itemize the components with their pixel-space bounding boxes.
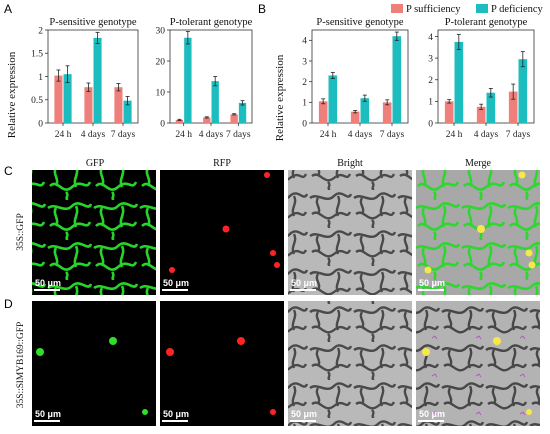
chart-b-sensitive: P-sensitive genotype 0 1 2 3 4 24 h 4 days 7 day… <box>302 17 409 140</box>
panel-label-d: D <box>4 297 13 311</box>
y-tick-label: 20 <box>156 57 166 67</box>
bar <box>203 117 211 123</box>
y-tick-label: 0 <box>302 119 307 129</box>
y-tick-label: 1 <box>302 99 307 109</box>
y-axis-label-b: Relative expression <box>274 54 286 141</box>
y-tick-label: 0 <box>428 119 433 129</box>
image-d-rfp: 50 μm <box>160 301 284 426</box>
bar <box>382 102 392 123</box>
chart-title: P-tolerant genotype <box>445 17 528 28</box>
bar <box>328 75 338 123</box>
scale-bar-label: 50 μm <box>291 409 317 419</box>
image-title-rfp: RFP <box>213 158 231 169</box>
y-tick-label: 10 <box>156 88 166 98</box>
bar <box>486 92 496 123</box>
bar <box>93 37 102 123</box>
bar <box>84 87 93 123</box>
chart-title: P-sensitive genotype <box>49 17 137 28</box>
chart-a-tolerant: P-tolerant genotype 0 10 20 30 24 h 4 days 7 da… <box>156 17 253 140</box>
y-tick-label: 3 <box>428 54 433 64</box>
y-tick-label: 1 <box>38 73 43 83</box>
bar <box>211 81 219 123</box>
row-label-d: 35S::SlMYB169::GFP <box>16 322 26 409</box>
y-tick-label: 3 <box>302 57 307 67</box>
legend-swatch-sufficiency <box>391 4 403 13</box>
scale-bar-label: 50 μm <box>163 278 189 288</box>
bar <box>114 87 123 123</box>
chart-a-sensitive: P-sensitive genotype 0 0.5 1 1.5 2 24 h 4 days 7… <box>31 17 139 140</box>
x-tick-label: 7 days <box>506 130 531 140</box>
y-tick-label: 1 <box>428 98 433 108</box>
scale-bar-label: 50 μm <box>419 278 445 288</box>
y-tick-label: 2 <box>38 26 43 36</box>
scale-bar-label: 50 μm <box>163 409 189 419</box>
bar <box>392 36 402 124</box>
chart-title: P-sensitive genotype <box>316 17 404 28</box>
x-tick-label: 24 h <box>320 130 337 140</box>
image-d-bright: 50 μm <box>288 301 412 426</box>
image-c-rfp: 50 μm <box>160 170 284 295</box>
y-tick-label: 0.5 <box>31 96 43 106</box>
image-title-bright: Bright <box>337 158 363 169</box>
bar <box>444 101 454 123</box>
bar <box>123 100 132 123</box>
bar <box>238 102 247 123</box>
panel-label-c: C <box>4 164 13 178</box>
x-tick-label: 7 days <box>111 130 136 140</box>
panel-label-a: A <box>4 2 12 16</box>
y-tick-label: 4 <box>302 37 307 47</box>
row-label-c: 35S::GFP <box>16 213 26 251</box>
image-c-gfp: 50 μm <box>32 170 156 295</box>
bar <box>63 74 72 123</box>
y-tick-label: 0 <box>160 119 165 129</box>
x-tick-label: 7 days <box>380 130 405 140</box>
y-tick-label: 2 <box>428 76 433 86</box>
legend-label-deficiency: P deficiency <box>491 4 544 15</box>
bar <box>508 91 518 123</box>
x-tick-label: 4 days <box>81 130 106 140</box>
image-c-bright: 50 μm <box>288 170 412 295</box>
x-tick-label: 24 h <box>446 130 463 140</box>
y-axis-label-a: Relative expression <box>6 51 18 138</box>
bar <box>230 114 238 123</box>
bar <box>54 75 63 123</box>
x-tick-label: 24 h <box>175 130 192 140</box>
x-tick-label: 4 days <box>348 130 373 140</box>
bar <box>318 101 328 123</box>
bar <box>184 37 192 123</box>
x-tick-label: 24 h <box>55 130 72 140</box>
bar <box>518 59 528 123</box>
chart-b-tolerant: P-tolerant genotype 0 1 2 3 4 24 h 4 days 7 days <box>428 17 535 140</box>
bar <box>350 111 360 123</box>
image-d-merge: 50 μm <box>416 301 540 426</box>
bar <box>454 41 464 123</box>
image-title-gfp: GFP <box>86 158 105 169</box>
y-tick-label: 1.5 <box>31 50 43 60</box>
bar <box>175 119 184 123</box>
x-tick-label: 4 days <box>199 130 224 140</box>
y-tick-label: 4 <box>428 33 433 43</box>
legend-swatch-deficiency <box>476 4 488 13</box>
y-tick-label: 2 <box>302 78 307 88</box>
bar <box>476 106 486 123</box>
bar <box>360 98 370 123</box>
scale-bar-label: 50 μm <box>35 278 61 288</box>
image-d-gfp: 50 μm <box>32 301 156 426</box>
legend-label-sufficiency: P sufficiency <box>406 4 461 15</box>
x-tick-label: 4 days <box>474 130 499 140</box>
scale-bar-label: 50 μm <box>35 409 61 419</box>
chart-title: P-tolerant genotype <box>170 17 253 28</box>
legend: P sufficiency P deficiency <box>391 4 544 15</box>
image-c-merge: 50 μm <box>416 170 540 295</box>
y-tick-label: 0 <box>38 119 43 129</box>
scale-bar-label: 50 μm <box>291 278 317 288</box>
y-tick-label: 30 <box>156 26 166 36</box>
image-title-merge: Merge <box>465 158 491 169</box>
scale-bar-label: 50 μm <box>419 409 445 419</box>
x-tick-label: 7 days <box>226 130 251 140</box>
panel-label-b: B <box>258 2 266 16</box>
